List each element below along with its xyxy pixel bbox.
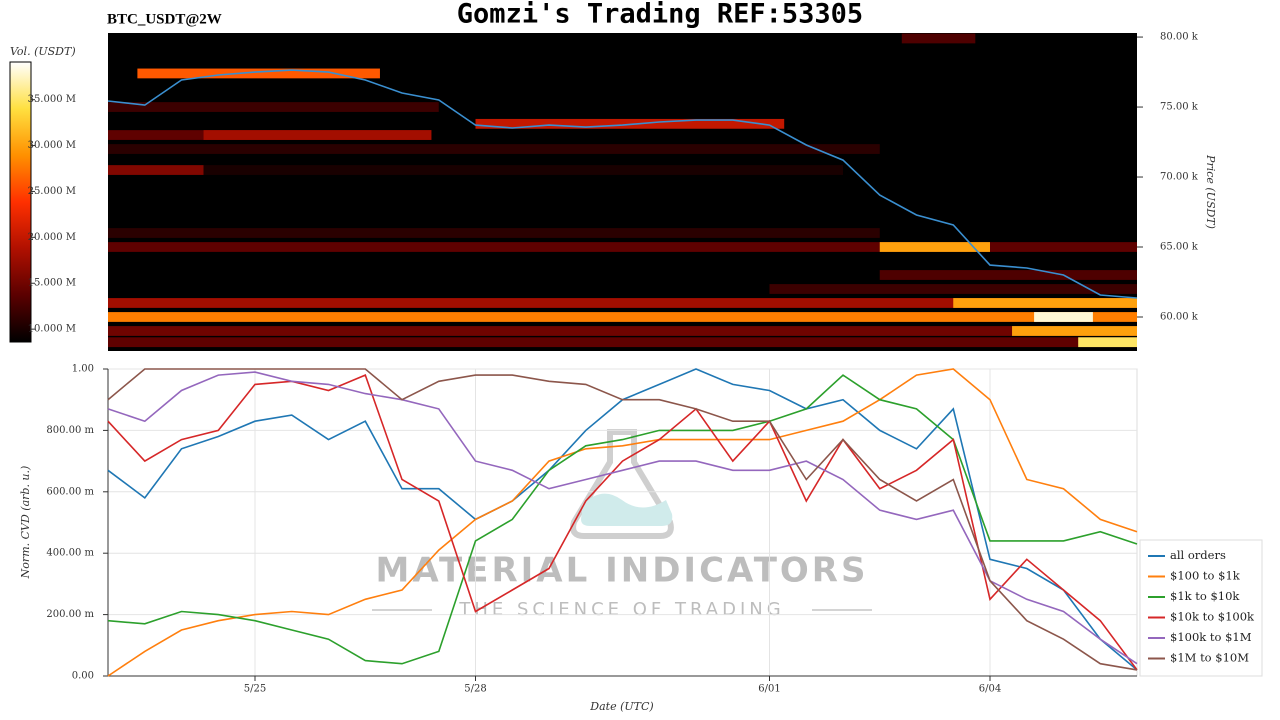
heatmap-cell [879, 242, 990, 252]
series-line [107, 371, 1138, 665]
colorbar-tick-label: 20.000 M [28, 232, 76, 243]
colorbar-tick-label: 10.000 M [28, 324, 76, 335]
x-tick-label: 5/25 [244, 684, 266, 695]
heatmap-cell [901, 33, 976, 44]
y-axis-label: Norm. CVD (arb. u.) [19, 466, 32, 580]
x-axis-label: Date (UTC) [589, 700, 653, 713]
colorbar [9, 61, 32, 343]
heatmap-cell [203, 165, 844, 175]
heatmap-background [108, 33, 1137, 351]
chart-title: Gomzi's Trading REF:53305 [457, 0, 863, 30]
series-line [107, 374, 1138, 671]
heatmap-cell [108, 298, 1137, 308]
y-tick-label: 200.00 m [46, 609, 94, 620]
colorbar-tick-label: 25.000 M [28, 186, 76, 197]
price-line [107, 69, 1138, 299]
colorbar-tick-label: 15.000 M [28, 278, 76, 289]
legend-label: $100k to $1M [1170, 630, 1252, 644]
legend-label: $1k to $10k [1170, 589, 1240, 603]
heatmap-cell [108, 337, 1137, 348]
series-line [107, 374, 1138, 665]
heatmap-cell [879, 270, 1137, 280]
x-tick-label: 6/04 [979, 684, 1001, 695]
legend-label: all orders [1170, 548, 1226, 562]
watermark-title: MATERIAL INDICATORS [376, 551, 869, 591]
watermark-subtitle: THE SCIENCE OF TRADING [458, 599, 784, 620]
y-tick-label: 75.00 k [1160, 102, 1199, 113]
heatmap-cell [108, 144, 880, 154]
heatmap-cell [1012, 326, 1137, 336]
heatmap-cell [108, 326, 1137, 336]
series-line [107, 368, 1138, 677]
heatmap-cell [108, 242, 1137, 252]
heatmap-cell [108, 312, 1137, 322]
heatmap-cell [108, 228, 880, 238]
y-tick-label: 1.00 [72, 364, 94, 375]
heatmap-cell [108, 102, 439, 112]
y-tick-label: 0.00 [72, 671, 94, 682]
y-tick-label: 400.00 m [46, 548, 94, 559]
y-tick-label: 60.00 k [1160, 311, 1199, 322]
heatmap-cell [769, 284, 1137, 294]
y-axis-label: Price (USDT) [1204, 154, 1217, 229]
heatmap-cell [108, 165, 204, 175]
x-tick-label: 6/01 [758, 684, 780, 695]
legend-label: $100 to $1k [1170, 569, 1241, 583]
watermark-logo [570, 429, 674, 539]
colorbar-tick-label: 35.000 M [28, 94, 76, 105]
y-tick-label: 65.00 k [1160, 242, 1199, 253]
legend-label: $10k to $100k [1170, 610, 1255, 624]
series-line [107, 368, 1138, 671]
y-tick-label: 600.00 m [46, 486, 94, 497]
y-tick-label: 80.00 k [1160, 32, 1199, 43]
y-tick-label: 70.00 k [1160, 172, 1199, 183]
legend-label: $1M to $10M [1170, 651, 1249, 665]
legend [1139, 539, 1263, 677]
colorbar-tick-label: 30.000 M [28, 140, 76, 151]
heatmap-cell [203, 130, 432, 140]
heatmap-cell [137, 68, 380, 79]
x-tick-label: 5/28 [464, 684, 486, 695]
heatmap-cell [1078, 337, 1137, 348]
colorbar-label: Vol. (USDT) [10, 45, 76, 58]
y-tick-label: 800.00 m [46, 425, 94, 436]
heatmap-cell [953, 298, 1137, 308]
heatmap-cell [1034, 312, 1093, 322]
chart-subtitle: BTC_USDT@2W [107, 11, 222, 27]
plot-area [107, 368, 1138, 677]
